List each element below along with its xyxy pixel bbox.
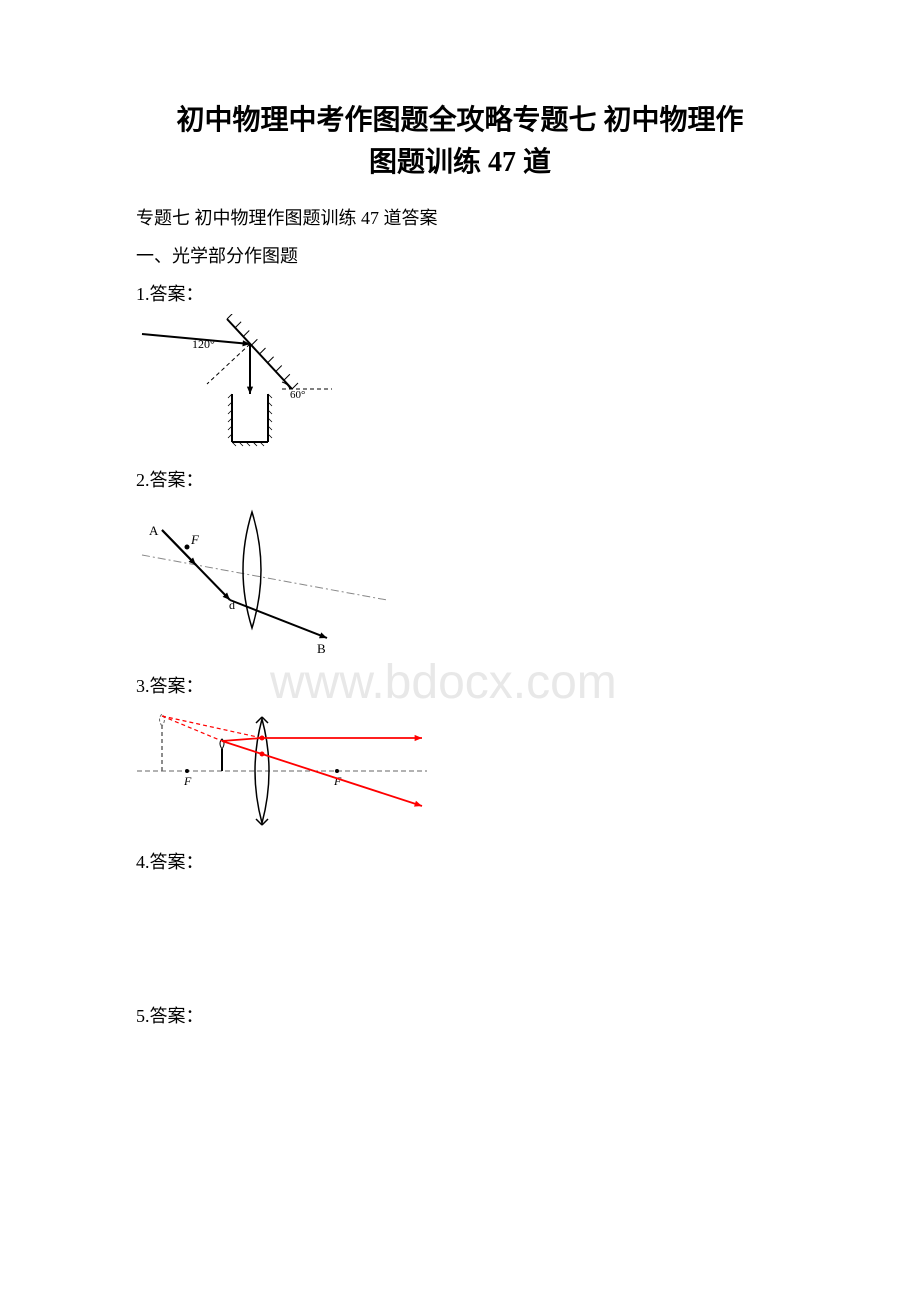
title-line1: 初中物理中考作图题全攻略专题七 初中物理作: [176, 105, 743, 136]
answer-2-label: 2.答案：: [100, 466, 820, 492]
diagram-1: 120° 60°: [132, 314, 820, 454]
answer-5-label: 5.答案：: [100, 1002, 820, 1028]
subtitle: 专题七 初中物理作图题训练 47 道答案: [100, 204, 820, 230]
answer-1-label: 1.答案：: [100, 280, 820, 306]
answer-3-label: 3.答案：: [100, 672, 820, 698]
svg-text:F: F: [333, 774, 342, 788]
section-header: 一、光学部分作图题: [100, 242, 820, 268]
svg-text:120°: 120°: [192, 337, 215, 351]
page-title: 初中物理中考作图题全攻略专题七 初中物理作 图题训练 47 道: [100, 100, 820, 184]
diagram-4-placeholder: [100, 882, 820, 1002]
diagram-3: FF: [132, 706, 820, 836]
svg-text:60°: 60°: [290, 389, 305, 401]
diagram-2: AFdB: [132, 500, 820, 660]
svg-text:F: F: [190, 532, 200, 547]
svg-text:A: A: [149, 523, 159, 538]
answer-4-label: 4.答案：: [100, 848, 820, 874]
title-line2: 图题训练 47 道: [369, 147, 551, 178]
svg-text:B: B: [317, 641, 326, 656]
svg-text:F: F: [183, 774, 192, 788]
